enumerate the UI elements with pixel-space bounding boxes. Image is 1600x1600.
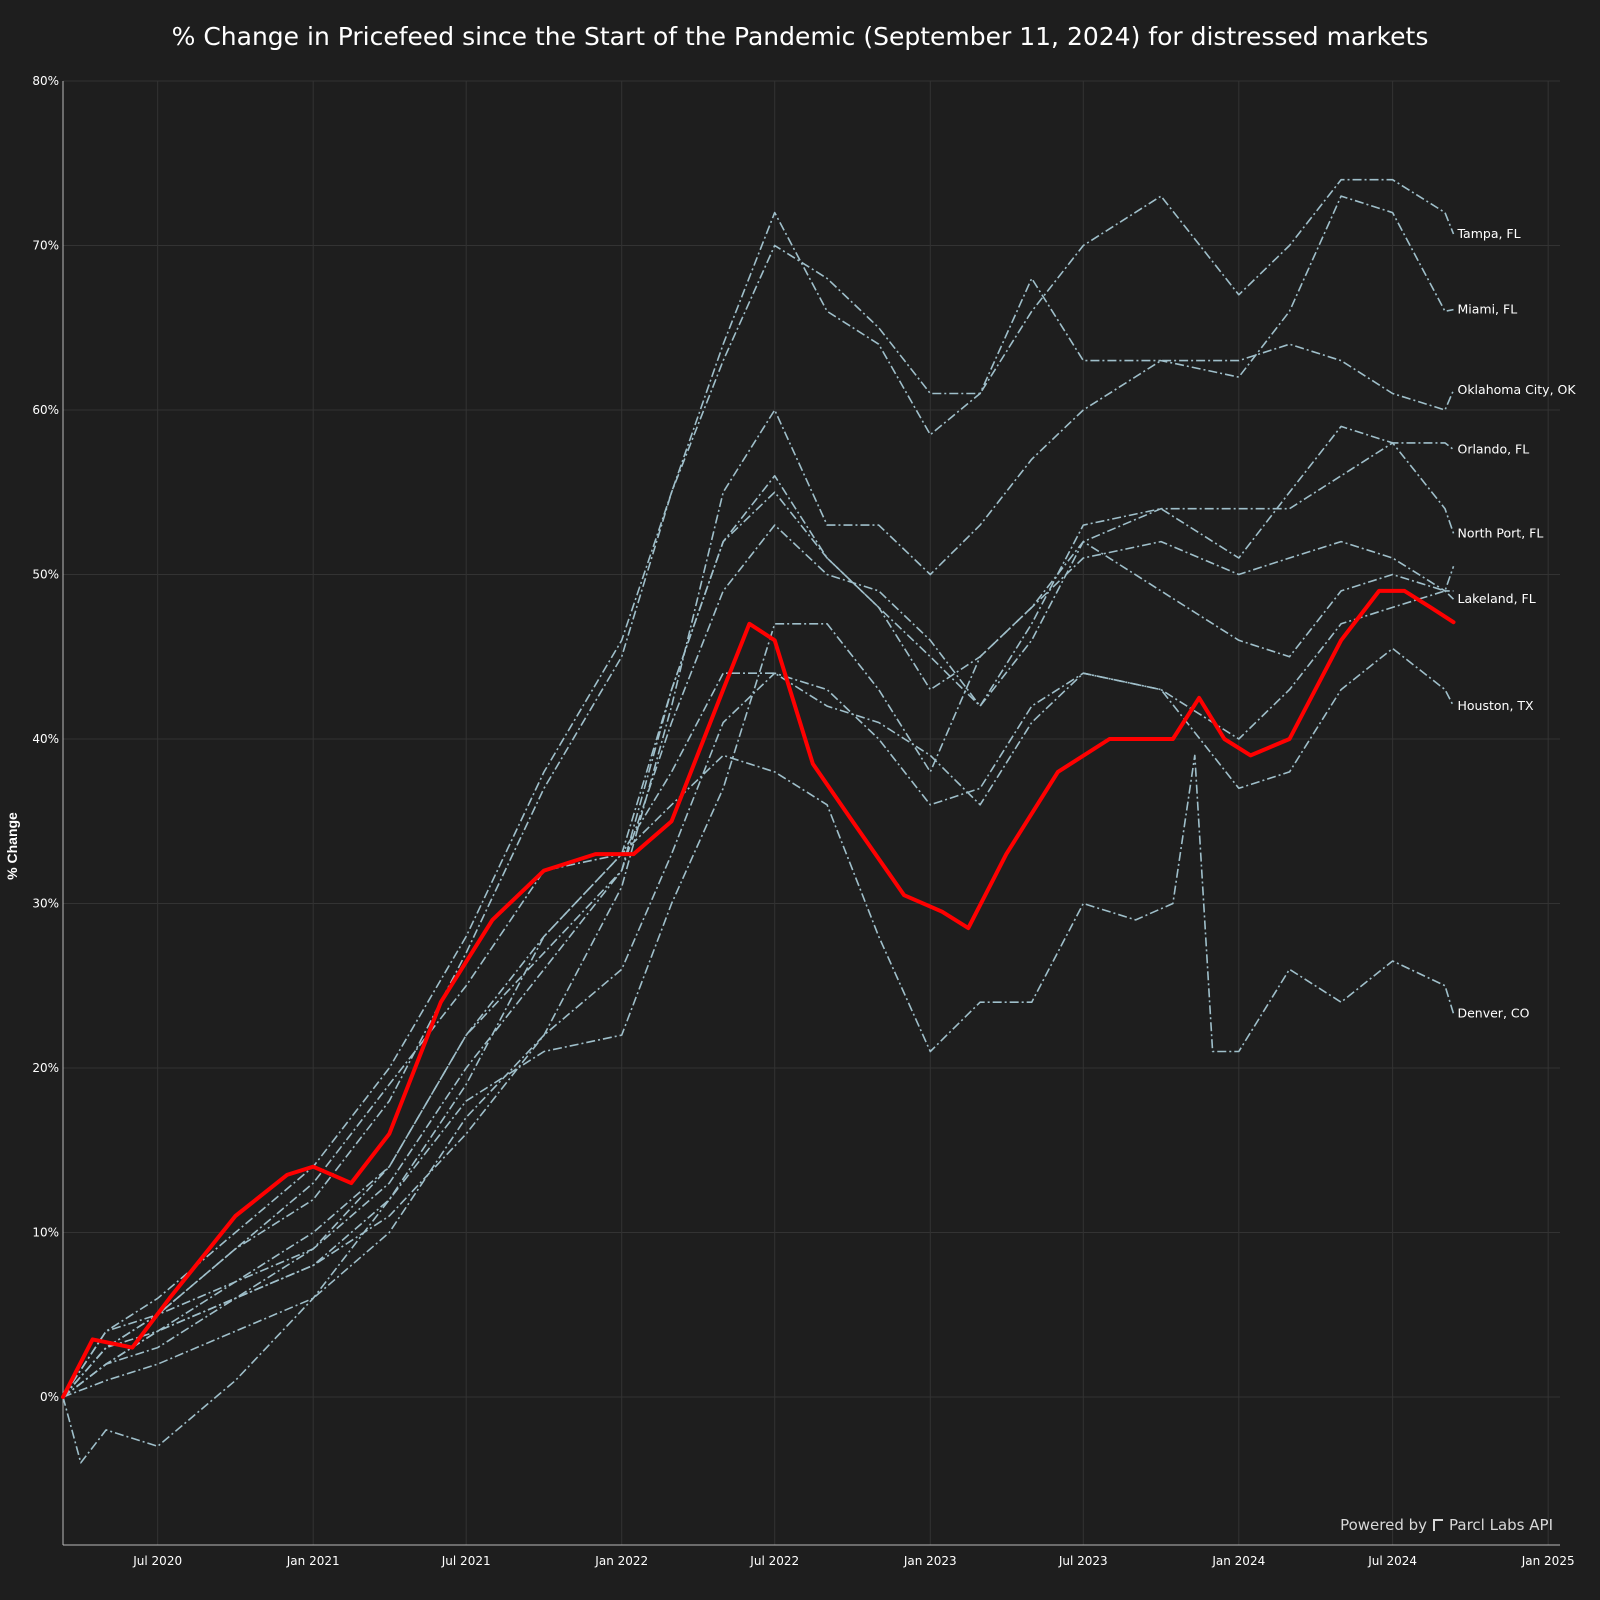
series-line (62, 195, 1454, 1398)
series-line (62, 343, 1455, 1398)
series-line (62, 540, 1454, 1398)
y-tick-label: 30% (32, 896, 59, 910)
series-line (62, 566, 1455, 1398)
series-line (62, 425, 1455, 1398)
x-tick-label: Jul 2024 (1367, 1554, 1417, 1568)
y-tick-label: 20% (32, 1061, 59, 1075)
series-line (62, 524, 1455, 1398)
series-end-label: Miami, FL (1457, 302, 1517, 317)
series-end-label: Orlando, FL (1457, 441, 1529, 456)
grid (63, 80, 1560, 1545)
y-tick-label: 70% (32, 238, 59, 252)
highlight-series-line (61, 588, 1456, 1399)
series-end-label: Oklahoma City, OK (1457, 382, 1576, 397)
axes: 0% 10% 20% 30% 40% 50% 60% 70% 80% Jul 2020 Jan 20… (32, 74, 1574, 1568)
y-tick-label: 0% (40, 1390, 59, 1404)
series-end-label: Tampa, FL (1456, 226, 1520, 241)
series-end-label: Denver, CO (1457, 1006, 1529, 1021)
series-line (62, 647, 1455, 1398)
y-tick-label: 60% (32, 403, 59, 417)
x-tick-label: Jan 2023 (903, 1554, 957, 1568)
x-tick-label: Jul 2021 (441, 1554, 491, 1568)
y-tick-label: 40% (32, 732, 59, 746)
series-lines (61, 178, 1456, 1464)
y-tick-label: 80% (32, 74, 59, 88)
series-end-label: North Port, FL (1457, 525, 1543, 540)
x-tick-label: Jan 2025 (1521, 1554, 1575, 1568)
x-tick-label: Jul 2020 (132, 1554, 182, 1568)
series-end-label: Houston, TX (1457, 698, 1534, 713)
watermark-text: Powered by (1340, 1516, 1428, 1534)
watermark-brand: Parcl Labs API (1449, 1516, 1553, 1534)
series-line (62, 178, 1455, 1398)
watermark: Powered by Parcl Labs API (1340, 1516, 1553, 1534)
series-line (62, 442, 1454, 1398)
x-tick-label: Jul 2023 (1058, 1554, 1108, 1568)
x-tick-label: Jan 2024 (1211, 1554, 1265, 1568)
x-tick-label: Jan 2021 (286, 1554, 340, 1568)
parcl-logo-icon (1433, 1519, 1444, 1531)
y-tick-label: 50% (32, 567, 59, 581)
series-end-label: Lakeland, FL (1457, 591, 1535, 606)
series-labels: Tampa, FL Miami, FL Oklahoma City, OK Orlan… (1456, 226, 1576, 1021)
y-tick-label: 10% (32, 1225, 59, 1239)
chart-title: % Change in Pricefeed since the Start of… (171, 22, 1429, 51)
x-tick-label: Jul 2022 (749, 1554, 799, 1568)
series-line (62, 754, 1455, 1464)
x-tick-label: Jan 2022 (594, 1554, 648, 1568)
